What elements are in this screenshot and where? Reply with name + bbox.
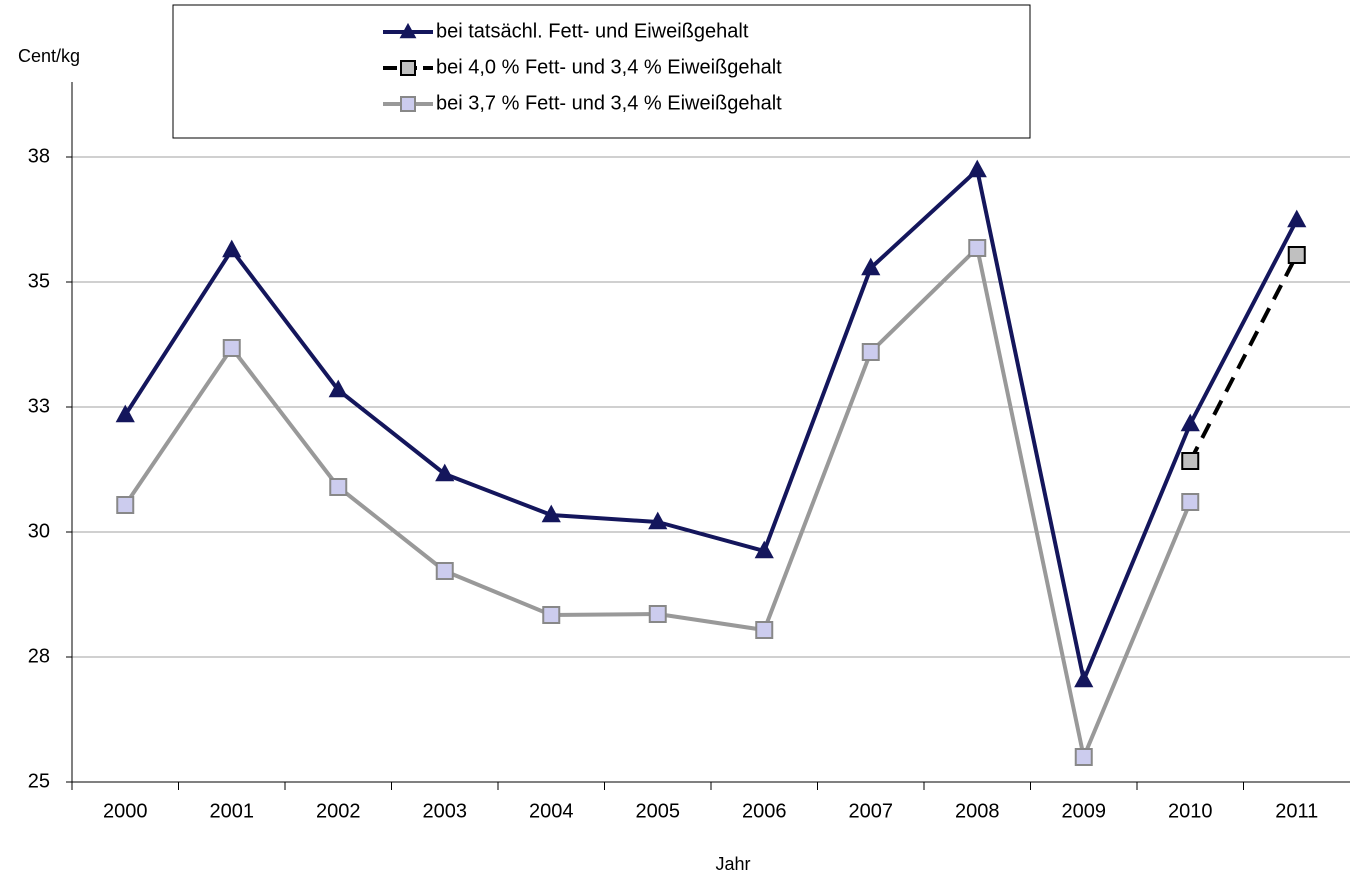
series-marker — [1181, 452, 1200, 470]
x-tick-label: 2007 — [849, 800, 894, 822]
series-marker — [116, 496, 135, 514]
legend-label: bei 3,7 % Fett- und 3,4 % Eiweißgehalt — [436, 92, 782, 114]
series-marker — [861, 257, 881, 276]
x-tick-label: 2011 — [1275, 800, 1318, 822]
series-marker — [1074, 748, 1093, 766]
series-marker — [648, 605, 667, 623]
series-marker — [861, 343, 880, 361]
series-marker — [967, 159, 987, 178]
y-tick-label: 25 — [28, 770, 50, 792]
x-tick-label: 2001 — [210, 800, 255, 822]
x-tick-label: 2000 — [103, 800, 148, 822]
legend-label: bei tatsächl. Fett- und Eiweißgehalt — [436, 20, 749, 42]
legend-label: bei 4,0 % Fett- und 3,4 % Eiweißgehalt — [436, 56, 782, 78]
series-marker — [1181, 493, 1200, 511]
series-marker — [1287, 246, 1306, 264]
series-marker — [648, 511, 668, 530]
legend-marker — [400, 60, 416, 76]
series-marker — [435, 562, 454, 580]
x-tick-label: 2004 — [529, 800, 574, 822]
series-marker — [115, 404, 135, 423]
series-marker — [1074, 669, 1094, 688]
x-tick-label: 2006 — [742, 800, 787, 822]
legend-marker — [400, 96, 416, 112]
series-marker — [329, 478, 348, 496]
series-marker — [755, 621, 774, 639]
series-marker — [328, 379, 348, 398]
series-marker — [435, 463, 455, 482]
y-tick-label: 30 — [28, 520, 50, 542]
series-marker — [541, 504, 561, 523]
series-line — [1188, 254, 1299, 462]
x-tick-label: 2005 — [636, 800, 681, 822]
series-marker — [222, 339, 241, 357]
x-tick-label: 2003 — [423, 800, 468, 822]
x-tick-label: 2002 — [316, 800, 361, 822]
y-tick-label: 33 — [28, 395, 50, 417]
y-axis-label: Cent/kg — [18, 46, 80, 66]
series-marker — [1287, 209, 1307, 228]
y-tick-label: 28 — [28, 645, 50, 667]
series-marker — [754, 540, 774, 559]
x-tick-label: 2009 — [1062, 800, 1107, 822]
x-tick-label: 2008 — [955, 800, 1000, 822]
legend-box — [172, 4, 1031, 139]
y-tick-label: 38 — [28, 145, 50, 167]
series-marker — [968, 239, 987, 257]
series-marker — [1180, 413, 1200, 432]
y-tick-label: 35 — [28, 270, 50, 292]
series-line — [123, 168, 1299, 682]
series-line — [123, 246, 1193, 759]
series-marker — [222, 239, 242, 258]
x-axis-label: Jahr — [715, 854, 750, 874]
x-tick-label: 2010 — [1168, 800, 1213, 822]
series-marker — [542, 606, 561, 624]
legend-marker — [399, 22, 417, 39]
